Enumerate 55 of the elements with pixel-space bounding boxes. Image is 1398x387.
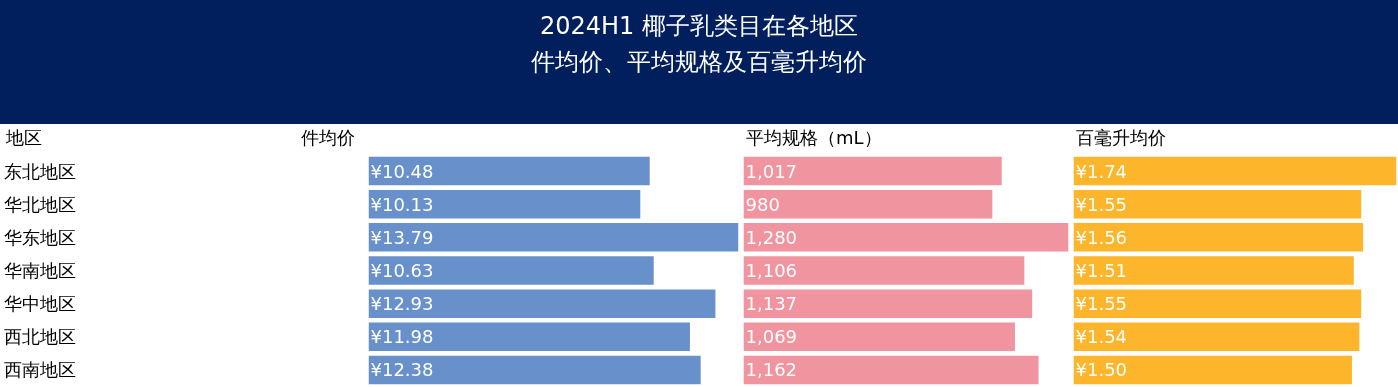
bar <box>368 355 701 385</box>
bar <box>743 322 1015 352</box>
data-label: 1,069 <box>745 326 798 348</box>
data-label: ¥10.63 <box>370 260 434 281</box>
bar <box>743 289 1033 318</box>
bar <box>743 189 993 219</box>
data-label: 980 <box>745 193 780 215</box>
bar <box>1073 223 1364 252</box>
bar <box>1073 355 1352 385</box>
data-label: 1,280 <box>745 226 798 248</box>
data-label: ¥1.55 <box>1075 193 1128 215</box>
data-label: ¥1.50 <box>1075 359 1128 381</box>
y-tick-label: 华东地区 <box>3 226 76 248</box>
bar <box>743 355 1039 385</box>
bar <box>368 256 654 285</box>
data-label: 1,106 <box>745 260 798 281</box>
data-label: ¥1.51 <box>1075 260 1128 281</box>
data-label: ¥1.54 <box>1075 326 1128 348</box>
bar <box>368 289 716 318</box>
bar <box>743 256 1025 285</box>
data-label: ¥10.48 <box>370 160 434 182</box>
bar <box>1073 156 1397 186</box>
bar <box>368 322 690 352</box>
data-label: ¥12.93 <box>370 293 434 315</box>
bar <box>368 156 650 186</box>
bar <box>743 223 1069 252</box>
y-tick-label: 华北地区 <box>3 193 76 215</box>
y-tick-label: 西北地区 <box>3 326 76 348</box>
data-label: ¥1.55 <box>1075 293 1128 315</box>
bar <box>743 156 1002 186</box>
bar <box>1073 189 1362 219</box>
y-axis-title: 地区 <box>5 126 42 150</box>
bar <box>368 223 739 252</box>
bar <box>1073 289 1362 318</box>
x-axis-title: 平均规格（mL） <box>745 126 882 150</box>
bar <box>368 189 641 219</box>
data-label: ¥12.38 <box>370 359 434 381</box>
data-label: ¥1.56 <box>1075 226 1128 248</box>
y-tick-label: 华中地区 <box>3 293 76 315</box>
data-label: 1,017 <box>745 160 798 182</box>
chart-title: 2024H1 椰子乳类目在各地区 <box>539 11 859 42</box>
data-label: ¥1.74 <box>1075 160 1128 182</box>
y-tick-label: 东北地区 <box>3 160 76 182</box>
data-label: ¥13.79 <box>370 226 434 248</box>
data-label: ¥11.98 <box>370 326 434 348</box>
x-axis-title: 件均价 <box>300 126 355 150</box>
chart-subtitle: 件均价、平均规格及百毫升均价 <box>530 47 868 78</box>
bar <box>1073 322 1360 352</box>
bar <box>1073 256 1354 285</box>
data-label: ¥10.13 <box>370 193 434 215</box>
y-tick-label: 华南地区 <box>3 260 76 281</box>
x-axis-title: 百毫升均价 <box>1075 126 1166 150</box>
data-label: 1,137 <box>745 293 798 315</box>
y-tick-label: 西南地区 <box>3 359 76 381</box>
data-label: 1,162 <box>745 359 798 381</box>
